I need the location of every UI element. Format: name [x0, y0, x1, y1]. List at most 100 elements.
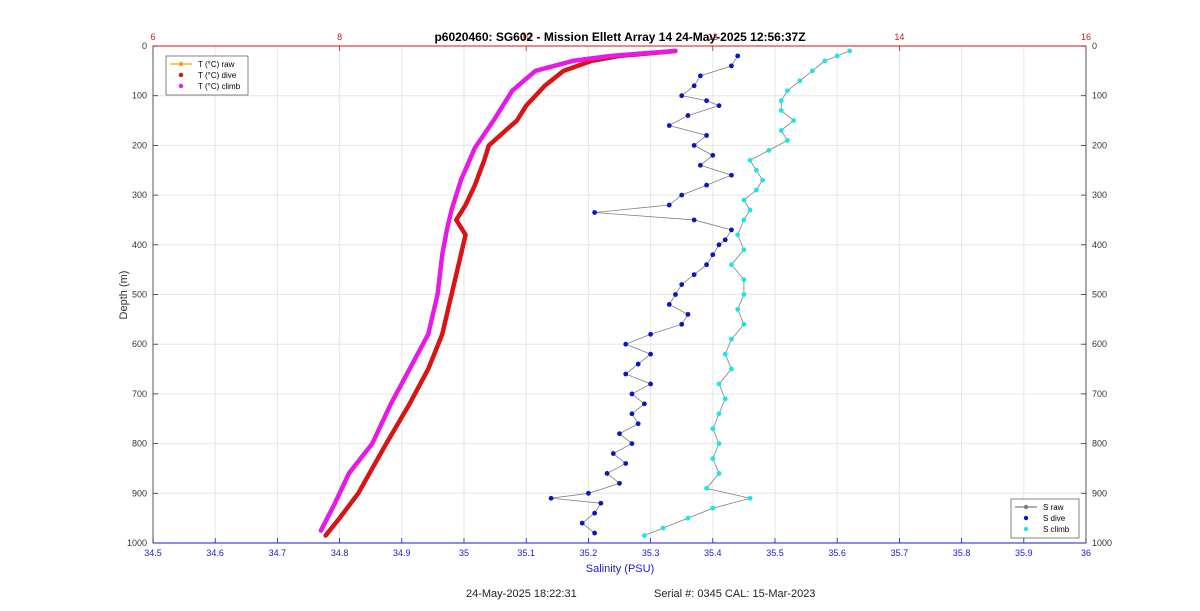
temperature-legend-entry: T (°C) climb [198, 82, 241, 91]
salinity-dive-point [691, 143, 697, 148]
salinity-climb-point [722, 351, 728, 357]
salinity-legend-swatch-marker [1023, 515, 1029, 521]
temperature-legend-entry: T (°C) raw [198, 60, 235, 69]
y-tick-label: 700 [132, 389, 147, 399]
data-series [318, 48, 853, 538]
x-tick-label: 34.5 [144, 548, 162, 558]
salinity-legend-box [1010, 498, 1080, 539]
salinity-climb-point [753, 167, 759, 173]
y-tick-label-right: 800 [1092, 439, 1107, 449]
salinity-dive-point [729, 227, 734, 233]
salinity-climb-point [741, 292, 747, 297]
temperature-legend-entry: T (°C) dive [198, 71, 237, 80]
x-tick-label: 34.9 [393, 548, 411, 558]
salinity-dive-point [666, 123, 672, 128]
salinity-legend-swatch-marker [1023, 504, 1029, 510]
salinity-climb-point [747, 207, 753, 213]
x-tick-label: 35.3 [642, 548, 660, 558]
salinity-climb-point [847, 48, 853, 54]
salinity-legend-entry: S dive [1043, 514, 1066, 523]
salinity-climb-point [685, 515, 691, 521]
salinity-climb-point [716, 471, 722, 476]
salinity-dive-point [610, 451, 616, 456]
x-tick-label: 35.7 [891, 548, 909, 558]
salinity-dive-point [685, 113, 691, 118]
y-tick-label-right: 0 [1092, 41, 1097, 51]
salinity-climb-point [809, 68, 815, 74]
y-axis-label: Depth (m) [118, 271, 130, 320]
salinity-climb-point [716, 381, 722, 387]
salinity-dive-point [673, 292, 678, 297]
salinity-legend: S raw S dive S climb [1010, 498, 1080, 539]
y-tick-label-right: 500 [1092, 290, 1107, 300]
temperature-dive-line [323, 48, 678, 538]
salinity-climb-point [741, 197, 747, 203]
salinity-climb-point [766, 147, 772, 153]
salinity-dive-point [710, 252, 716, 258]
salinity-dive-point [704, 133, 709, 138]
x-tick-label: 34.7 [269, 548, 287, 558]
y-tick-label: 900 [132, 488, 147, 498]
salinity-dive-point [704, 98, 709, 104]
x2-tick-label: 8 [337, 32, 342, 42]
x2-tick-label: 16 [1081, 32, 1091, 42]
salinity-climb-point [641, 533, 647, 538]
salinity-dive-point [729, 172, 734, 178]
salinity-dive-point [697, 73, 703, 79]
salinity-climb-point [747, 495, 753, 501]
salinity-dive-point [579, 520, 585, 526]
salinity-dive-point [691, 217, 697, 223]
salinity-climb-point [760, 177, 765, 183]
x-tick-label: 35.8 [953, 548, 971, 558]
y-tick-label-right: 400 [1092, 240, 1107, 250]
y-tick-label-right: 600 [1092, 339, 1107, 349]
salinity-climb-point [791, 118, 797, 123]
salinity-dive-point [704, 262, 709, 268]
temperature-legend-swatch-marker [178, 61, 184, 67]
y-tick-label: 1000 [127, 538, 147, 548]
salinity-climb-point [716, 411, 722, 417]
salinity-climb-point [778, 128, 784, 133]
salinity-dive-line [551, 55, 739, 534]
salinity-dive-point [604, 471, 610, 476]
y-tick-label-right: 700 [1092, 389, 1107, 399]
x-tick-label: 34.6 [206, 548, 224, 558]
salinity-climb-point [753, 187, 759, 193]
salinity-dive-point [592, 510, 598, 516]
x-tick-label: 35.4 [704, 548, 722, 558]
salinity-dive-point [592, 210, 598, 215]
temperature-climb-line [318, 48, 678, 533]
salinity-legend-entry: S climb [1043, 525, 1070, 534]
salinity-climb-point [778, 98, 784, 104]
salinity-climb-point [710, 505, 716, 511]
y-tick-label-right: 200 [1092, 140, 1107, 150]
x-tick-label: 35.2 [580, 548, 598, 558]
footer-timestamp: 24-May-2025 18:22:31 [466, 588, 577, 600]
salinity-dive-point [592, 530, 598, 536]
y-tick-label: 500 [132, 290, 147, 300]
salinity-climb-point [785, 138, 790, 143]
salinity-dive-point [716, 242, 722, 248]
y-tick-label: 0 [142, 41, 147, 51]
salinity-climb-point [660, 525, 666, 531]
x2-tick-label: 10 [521, 32, 531, 42]
salinity-dive-point [648, 331, 653, 337]
salinity-legend-entry: S raw [1043, 503, 1064, 512]
salinity-dive-point [716, 103, 722, 109]
salinity-climb-point [778, 108, 784, 114]
salinity-climb-point [729, 336, 734, 342]
y-tick-label: 800 [132, 439, 147, 449]
x-axis-label: Salinity (PSU) [586, 563, 654, 575]
x-tick-label: 35.5 [766, 548, 784, 558]
temperature-legend: T (°C) raw T (°C) dive T (°C) climb [165, 55, 249, 96]
salinity-dive-point [710, 152, 716, 158]
salinity-dive-point [729, 63, 734, 69]
salinity-dive-point [641, 401, 647, 407]
salinity-climb-point [741, 277, 747, 282]
y-tick-label: 200 [132, 140, 147, 150]
footer-serial-cal: Serial #: 0345 CAL: 15-Mar-2023 [654, 588, 816, 600]
salinity-dive-point [679, 321, 685, 327]
x2-tick-label: 14 [894, 32, 904, 42]
